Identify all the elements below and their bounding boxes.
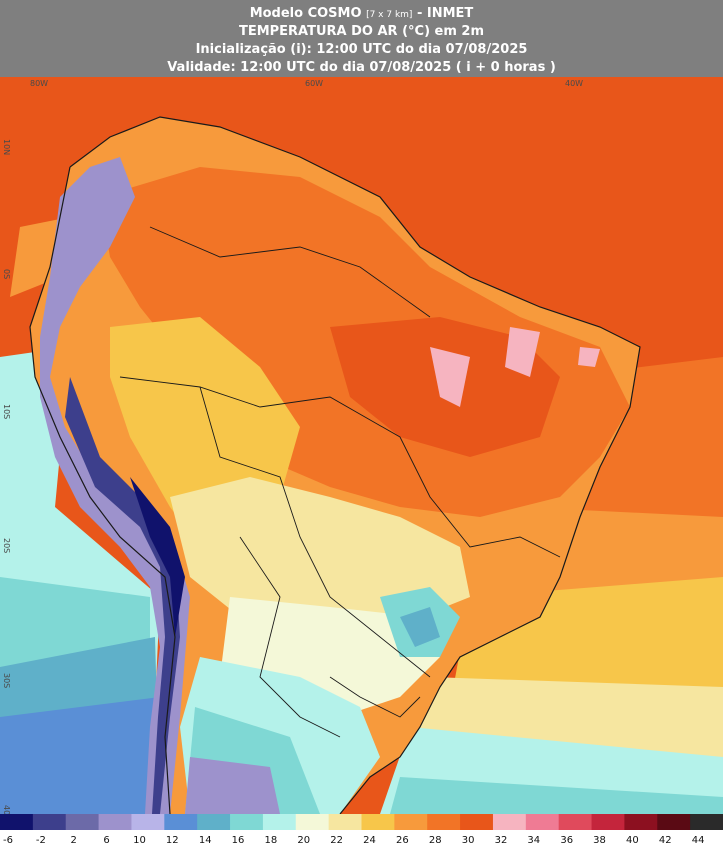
model-source: - INMET [412,6,474,21]
legend-tick-label: 28 [429,835,442,846]
country-border-5 [329,676,421,718]
legend-tick-label: 14 [199,835,212,846]
legend-tick-label: 6 [103,835,109,846]
patagonia-cold [185,757,280,814]
legend-ticks: -6 -2 2 6 10 12 14 16 18 20 22 24 26 28 30 32 34 36 38 40 42… [3,835,704,846]
legend-swatch [394,814,428,830]
legend-tick-label: -2 [36,835,46,846]
legend-swatch [262,814,297,830]
south-brazil-colder [400,607,440,647]
legend-swatch [230,814,264,830]
legend-swatch [558,814,593,830]
legend-swatch [525,814,560,830]
legend-tick-label: 44 [692,835,705,846]
atlantic-coastline [69,116,641,814]
legend-swatch [197,814,231,830]
pacific-coastline [29,166,176,814]
lat-label-30s: 30S [2,673,11,688]
pacific-coldest-area [0,697,170,814]
legend-swatch [427,814,461,830]
legend-tick-label: 24 [363,835,376,846]
legend-swatch [657,814,691,830]
legend-swatch [690,814,723,830]
legend-tick-label: 16 [232,835,245,846]
lon-label-40w: 40W [565,79,583,88]
hot-spot-3 [578,347,600,367]
lat-label-20s: 20S [2,538,11,553]
legend-tick-label: 26 [396,835,409,846]
legend-swatch [328,814,362,830]
legend-swatch [98,814,132,830]
legend-tick-label: 2 [71,835,77,846]
andes-peak-core [130,477,185,637]
legend-swatch [32,814,67,830]
legend-swatch [624,814,658,830]
lat-label-10n: 10N [2,139,11,155]
model-resolution: [7 x 7 km] [366,10,413,20]
legend-tick-label: 30 [462,835,475,846]
legend-tick-label: 36 [560,835,573,846]
andes-colder-core [65,377,180,814]
legend-swatch [0,814,34,830]
legend-swatches [0,814,723,830]
lon-label-60w: 60W [305,79,323,88]
legend-swatch [65,814,100,830]
legend-tick-label: 12 [166,835,179,846]
legend-tick-label: 32 [495,835,508,846]
andes-cold-ridge [40,157,190,814]
country-border-3 [149,226,431,318]
map-header: Modelo COSMO [7 x 7 km] - INMET TEMPERAT… [0,0,723,77]
legend-tick-label: 38 [593,835,606,846]
legend-tick-label: 34 [527,835,540,846]
validity-time: Validade: 12:00 UTC do dia 07/08/2025 ( … [167,60,556,75]
country-border-4 [239,536,341,738]
legend-tick-label: 40 [626,835,639,846]
country-border-1 [119,376,561,558]
legend-swatch [361,814,395,830]
legend-swatch [492,814,527,830]
temperature-map: 80W 60W 40W 10N 0S 10S 20S 30S 40S [0,77,723,814]
variable-title: TEMPERATURA DO AR (°C) em 2m [238,24,485,39]
lat-label-0s: 0S [2,269,11,279]
legend-tick-label: 22 [330,835,343,846]
country-border-2 [199,386,431,678]
model-name: Modelo COSMO [249,6,362,21]
color-legend: -6 -2 2 6 10 12 14 16 18 20 22 24 26 28 30 32 34 36 38 40 42… [0,814,723,846]
legend-tick-label: 18 [265,835,278,846]
legend-tick-label: 10 [133,835,146,846]
legend-swatch [131,814,165,830]
lat-label-10s: 10S [2,404,11,419]
legend-tick-label: 20 [297,835,310,846]
legend-swatch [295,814,330,830]
legend-tick-label: 42 [659,835,672,846]
legend-tick-label: -6 [3,835,13,846]
model-title: Modelo COSMO [7 x 7 km] - INMET [0,6,723,23]
lon-label-80w: 80W [30,79,48,88]
lat-label-40s: 40S [2,805,11,814]
legend-swatch [591,814,625,830]
atlantic-cold-band [390,777,723,814]
initialization-time: Inicialização (i): 12:00 UTC do dia 07/0… [195,42,528,57]
hot-spot-2 [505,327,540,377]
legend-swatch [460,814,494,830]
hot-spot-1 [430,347,470,407]
legend-swatch [164,814,198,830]
